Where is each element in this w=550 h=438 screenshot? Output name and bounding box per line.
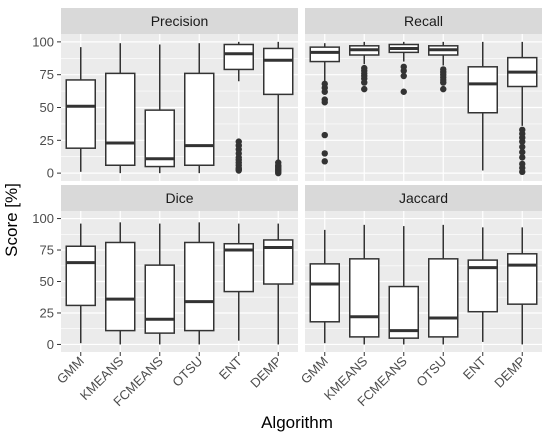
box-fcmeans [144,223,175,345]
facet-title: Precision [151,13,209,29]
outlier-point [321,131,328,139]
box-demp [263,223,294,345]
iqr-box [144,109,175,168]
x-tick-label: OTSU [413,354,449,390]
y-tick-label: 100 [32,211,54,226]
box-gmm [309,43,340,165]
y-tick-label: 25 [40,305,54,320]
facet-strip [305,8,542,34]
box-ent [467,227,498,342]
outlier-point [519,138,526,145]
x-tick-label: ENT [216,353,245,382]
box-kmeans [349,224,380,345]
box-gmm [65,47,96,172]
outlier-point [361,79,368,86]
box-ent [467,41,498,171]
x-axis-title: Algorithm [261,413,333,432]
iqr-box [105,241,136,332]
outlier-point [400,67,407,74]
outlier-point [321,99,328,106]
box-demp [507,41,538,176]
box-otsu [428,41,459,93]
box-kmeans [105,222,136,345]
iqr-box [428,258,459,338]
iqr-box [184,241,215,332]
iqr-box [309,263,340,323]
outlier-point [519,168,526,176]
facet-strip [61,8,298,34]
facet-recall: Recall [305,8,542,181]
iqr-box [144,264,175,334]
box-gmm [65,223,96,344]
y-tick-label: 25 [40,133,54,148]
outlier-point [235,167,242,174]
y-tick-label: 0 [47,337,54,352]
y-tick-label: 75 [40,67,54,82]
outlier-point [321,88,328,95]
iqr-box [467,66,498,114]
iqr-box [309,46,340,63]
facet-title: Jaccard [399,190,448,206]
iqr-box [223,43,254,71]
y-tick-label: 0 [47,166,54,181]
outlier-point [321,150,328,157]
box-otsu [184,222,215,345]
outlier-point [519,148,526,156]
iqr-box [223,242,254,293]
outlier-point [275,169,282,177]
box-kmeans [349,41,380,93]
x-tick-label: DEMP [491,354,528,391]
box-ent [223,41,254,174]
box-fcmeans [388,41,419,95]
y-axis-title: Score [%] [2,183,21,257]
outlier-point [519,143,526,151]
facet-title: Recall [404,13,443,29]
iqr-box [65,245,96,307]
outlier-point [519,154,526,161]
box-demp [507,227,538,345]
y-tick-label: 75 [40,243,54,258]
facet-strip [305,185,542,211]
box-ent [223,223,254,341]
x-tick-label: GMM [54,354,87,387]
outlier-point [400,88,407,95]
facet-title: Dice [165,190,193,206]
x-tick-label: OTSU [169,354,205,390]
box-otsu [428,224,459,345]
iqr-box [105,72,136,166]
outlier-point [400,72,407,80]
iqr-box [349,258,380,338]
x-tick-label: ENT [460,353,489,382]
outlier-point [321,158,328,165]
facet-precision: Precision 0 25 50 75 100 [32,8,298,181]
outlier-point [361,85,368,93]
box-kmeans [105,43,136,174]
iqr-box [65,79,96,149]
box-otsu [184,43,215,174]
box-demp [263,41,294,177]
outlier-point [440,85,447,93]
box-fcmeans [388,226,419,345]
box-gmm [309,229,340,344]
y-tick-label: 50 [40,100,54,115]
iqr-box [184,72,215,166]
outlier-point [440,79,447,86]
x-tick-label: GMM [298,354,331,387]
facet-strip [61,185,298,211]
box-fcmeans [144,44,175,174]
x-tick-label: DEMP [247,354,284,391]
iqr-box [263,47,294,96]
iqr-box [507,253,538,305]
y-tick-label: 50 [40,274,54,289]
y-tick-label: 100 [32,34,54,49]
